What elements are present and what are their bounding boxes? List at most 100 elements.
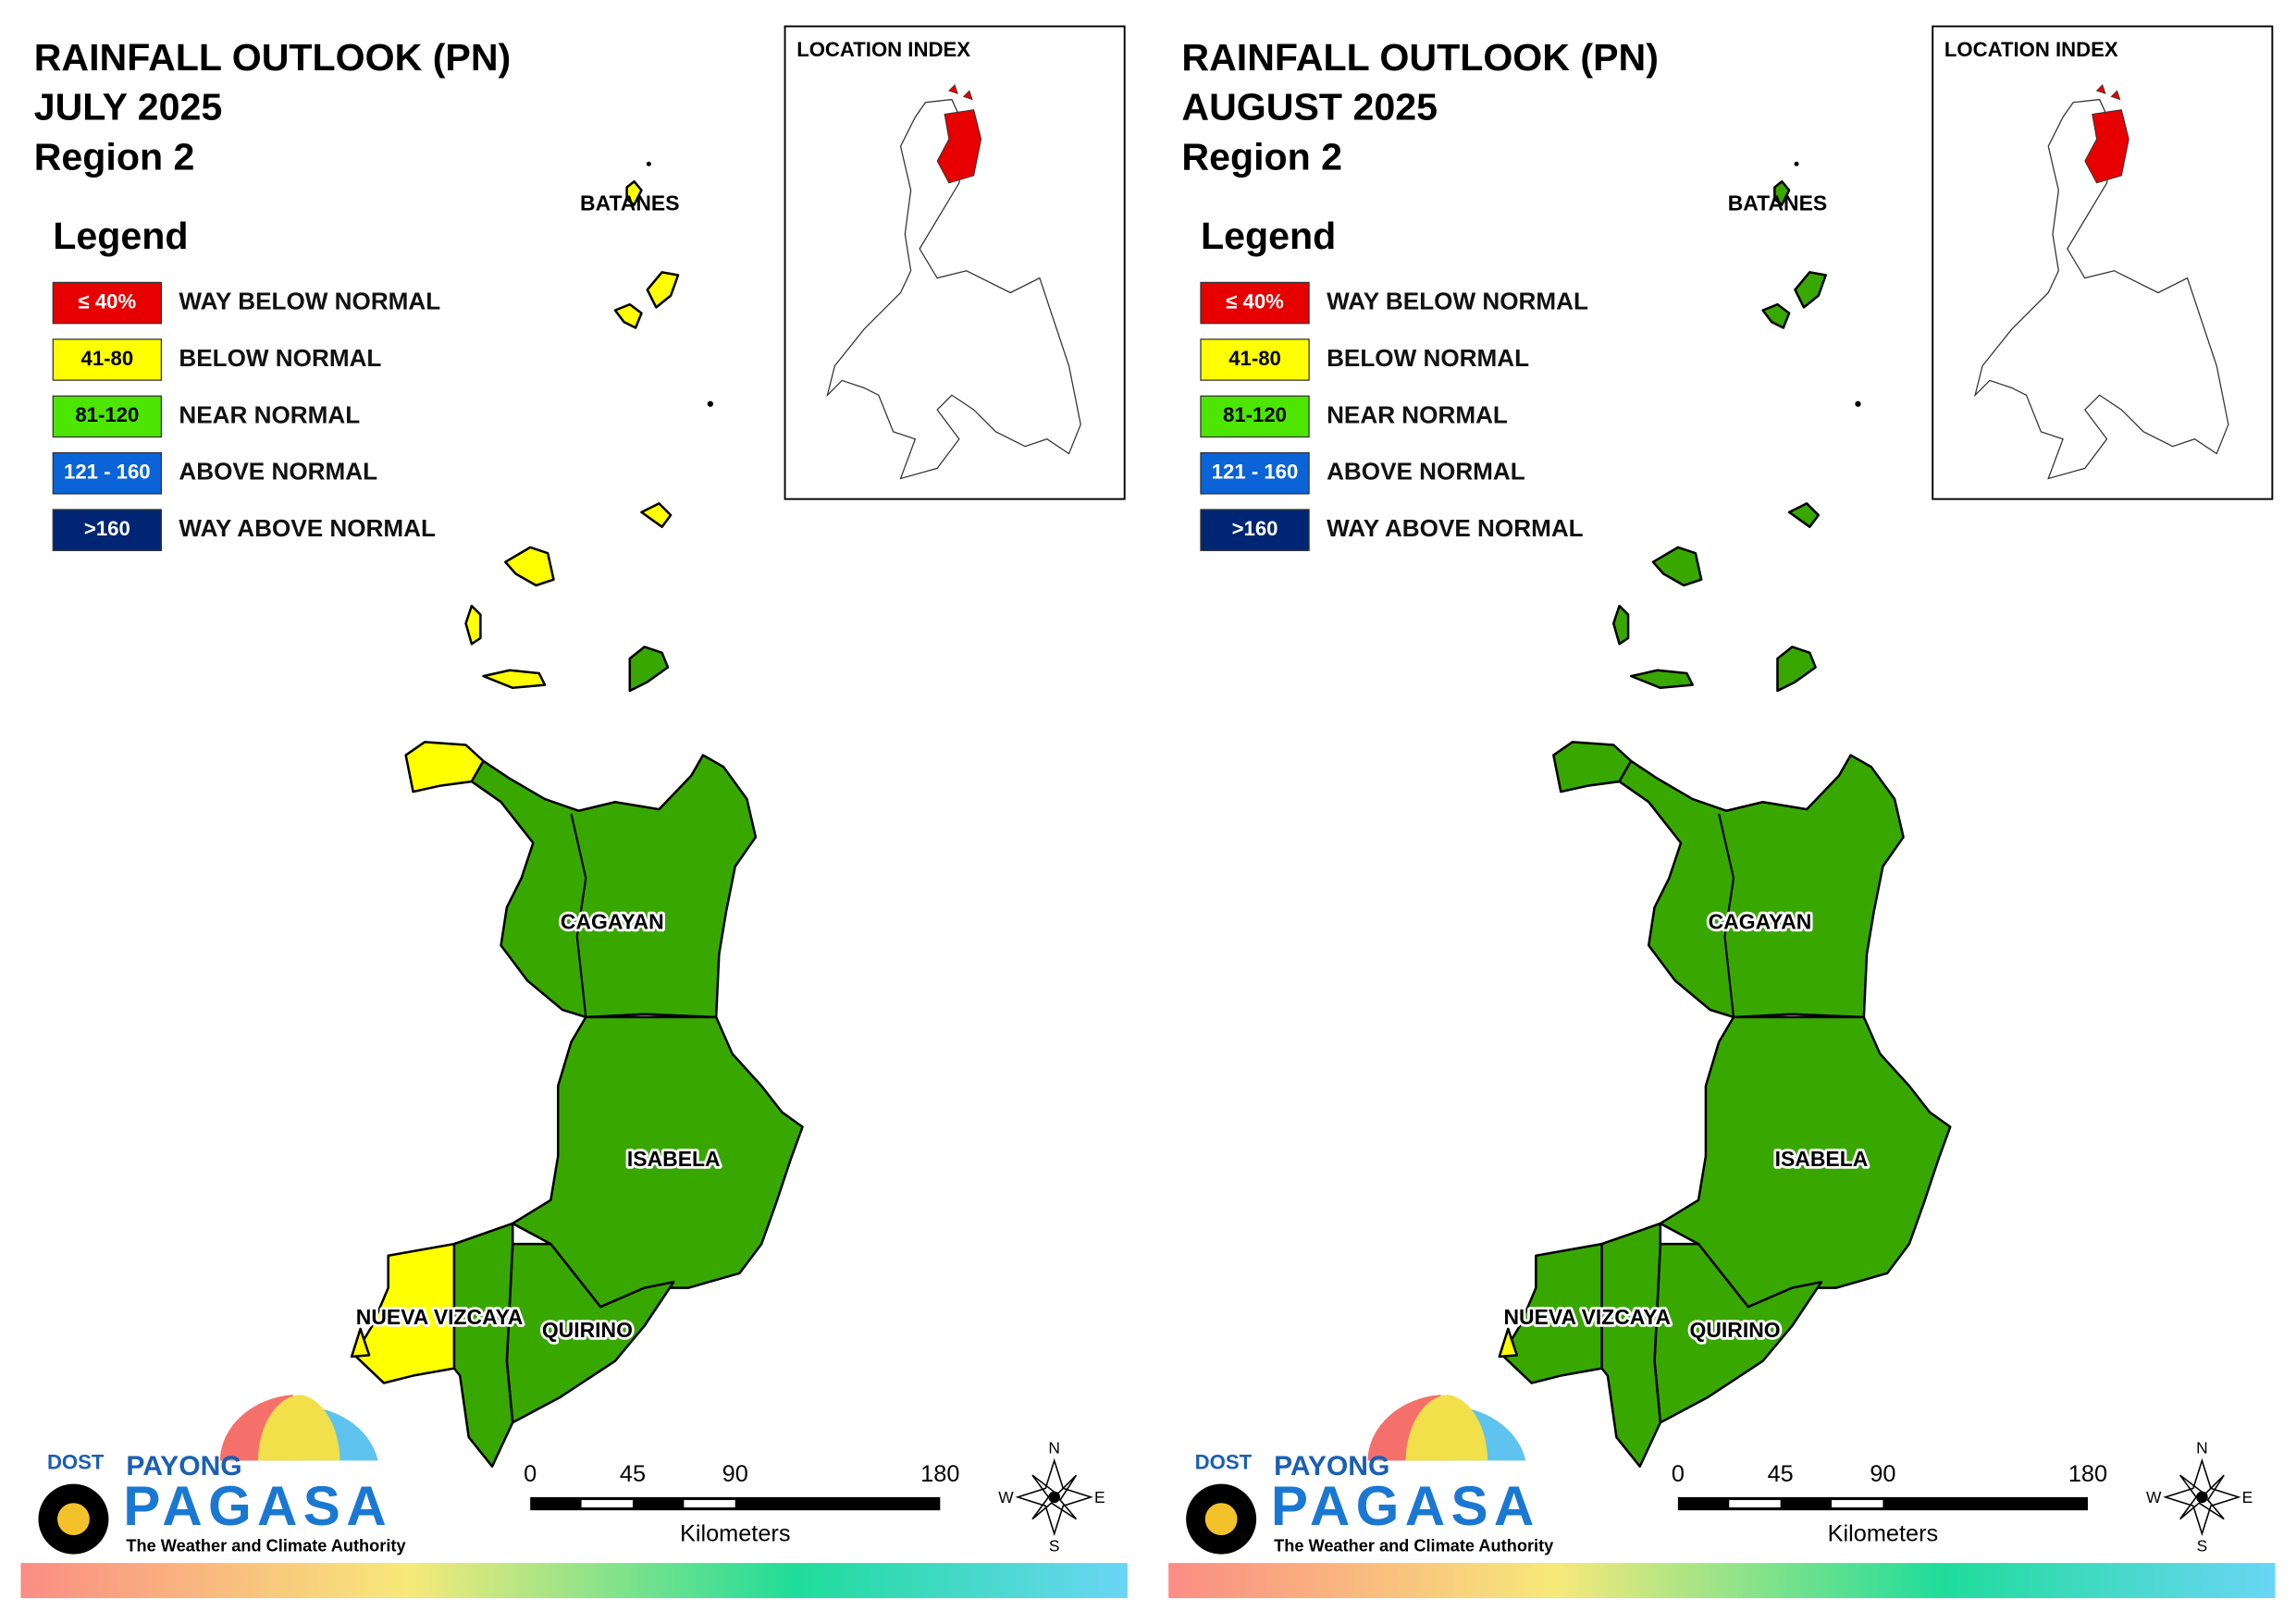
rainfall-zone: [646, 271, 680, 309]
title-line: RAINFALL OUTLOOK (PN): [34, 36, 512, 79]
scale-tick-label: 90: [722, 1461, 748, 1487]
color-band: [20, 1563, 1128, 1599]
rainfall-zone: [628, 646, 670, 693]
scale-tick-label: 45: [620, 1461, 646, 1487]
scale-segment: [1729, 1500, 1781, 1507]
logo-seal-inner: [57, 1503, 90, 1536]
rainfall-zone: [1787, 502, 1821, 528]
logo-payong: PAYONG: [1274, 1451, 1389, 1482]
logo-pagasa: PAGASA: [123, 1475, 392, 1537]
province-border: [562, 1008, 586, 1018]
title-line: Region 2: [34, 135, 195, 178]
rainfall-zone: [482, 669, 547, 690]
logo-dost: DOST: [47, 1450, 105, 1473]
province-label: ISABELA: [1775, 1147, 1869, 1171]
rainfall-zone: [1651, 546, 1703, 587]
legend-code: >160: [84, 517, 130, 540]
compass-center: [2196, 1491, 2208, 1504]
compass-letter: E: [2242, 1488, 2253, 1506]
rainfall-zone: [1761, 302, 1791, 329]
rainfall-zone: [1629, 669, 1694, 690]
rainfall-zone: [1500, 1242, 1603, 1384]
scale-tick-label: 90: [1870, 1461, 1895, 1487]
philippines-outline: [826, 98, 1081, 480]
islet: [646, 161, 651, 166]
rainfall-zone: [1498, 1327, 1519, 1359]
province-label: ISABELA: [627, 1147, 721, 1171]
legend-swatch: [1200, 509, 1310, 551]
scale-tick-label: 180: [2068, 1461, 2107, 1487]
province-label: QUIRINO: [1690, 1318, 1781, 1342]
index-islands: [2095, 84, 2121, 101]
rainfall-zone: [613, 302, 643, 329]
legend-code: 81-120: [75, 403, 139, 426]
legend-title: Legend: [53, 215, 188, 257]
logo-tagline: The Weather and Climate Authority: [1274, 1537, 1554, 1555]
legend-swatch: [52, 338, 163, 381]
legend-code: 41-80: [1228, 347, 1281, 370]
legend-label: WAY BELOW NORMAL: [179, 287, 440, 314]
logo-payong: PAYONG: [126, 1451, 241, 1482]
legend-code: 41-80: [81, 347, 134, 370]
province-border: [549, 1243, 602, 1308]
rainfall-zone: [1618, 754, 1905, 1019]
rainfall-zone: [504, 546, 555, 587]
legend-swatch: [52, 451, 163, 495]
compass-letter: N: [1048, 1438, 1060, 1457]
legend-code: ≤ 40%: [1226, 289, 1284, 313]
legend-swatch: [1200, 395, 1310, 438]
region-highlight: [2084, 109, 2129, 184]
logo-seal-inner: [1204, 1503, 1238, 1536]
logo-dost: DOST: [1195, 1450, 1253, 1473]
province-label: CAGAYAN: [1709, 910, 1812, 934]
rainfall-zone: [353, 1242, 456, 1384]
rainfall-zone: [1776, 646, 1817, 693]
islet: [1794, 161, 1799, 166]
legend-label: ABOVE NORMAL: [1327, 458, 1525, 486]
compass-letter: W: [998, 1488, 1014, 1506]
legend-swatch: [1200, 451, 1310, 495]
compass-letter: S: [1049, 1536, 1060, 1555]
scale-tick-label: 0: [524, 1461, 537, 1487]
province-border: [1659, 1223, 1699, 1246]
legend-label: NEAR NORMAL: [179, 400, 360, 428]
umbrella-mid: [257, 1395, 340, 1461]
legend-label: WAY BELOW NORMAL: [1327, 287, 1588, 314]
rainfall-zone: [470, 754, 758, 1019]
province-label: QUIRINO: [542, 1318, 633, 1342]
logo-tagline: The Weather and Climate Authority: [126, 1537, 406, 1555]
legend-label: WAY ABOVE NORMAL: [179, 514, 436, 542]
province-border: [512, 1223, 551, 1246]
rainfall-zone: [640, 502, 673, 528]
legend-label: BELOW NORMAL: [1327, 344, 1529, 372]
location-index-title: LOCATION INDEX: [1944, 38, 2118, 61]
islet: [1855, 400, 1861, 407]
legend-code: 81-120: [1223, 403, 1287, 426]
compass-letter: W: [2146, 1488, 2162, 1506]
scale-unit: Kilometers: [1828, 1521, 1939, 1547]
compass-letter: S: [2197, 1536, 2208, 1555]
philippines-outline: [1973, 98, 2229, 480]
islet: [707, 400, 713, 407]
province-label: BATANES: [580, 191, 679, 215]
legend-code: 121 - 160: [64, 461, 151, 484]
province-border: [1697, 1243, 1749, 1308]
legend-label: ABOVE NORMAL: [179, 458, 377, 486]
province-label: CAGAYAN: [561, 910, 664, 934]
rainfall-zone: [1611, 604, 1630, 646]
province-label: BATANES: [1728, 191, 1827, 215]
scale-unit: Kilometers: [680, 1521, 791, 1547]
scale-tick-label: 0: [1672, 1461, 1685, 1487]
province-label: NUEVA VIZCAYA: [1503, 1305, 1671, 1329]
rainfall-zone: [511, 1015, 804, 1309]
scale-segment: [684, 1500, 735, 1507]
province-border: [570, 813, 587, 1017]
rainfall-zone: [464, 604, 482, 646]
legend-code: ≤ 40%: [79, 289, 137, 313]
rainfall-zone: [1773, 179, 1791, 206]
legend-swatch: [52, 281, 163, 325]
color-band: [1168, 1563, 2276, 1599]
logo-pagasa: PAGASA: [1271, 1475, 1540, 1537]
legend-code: >160: [1232, 517, 1278, 540]
